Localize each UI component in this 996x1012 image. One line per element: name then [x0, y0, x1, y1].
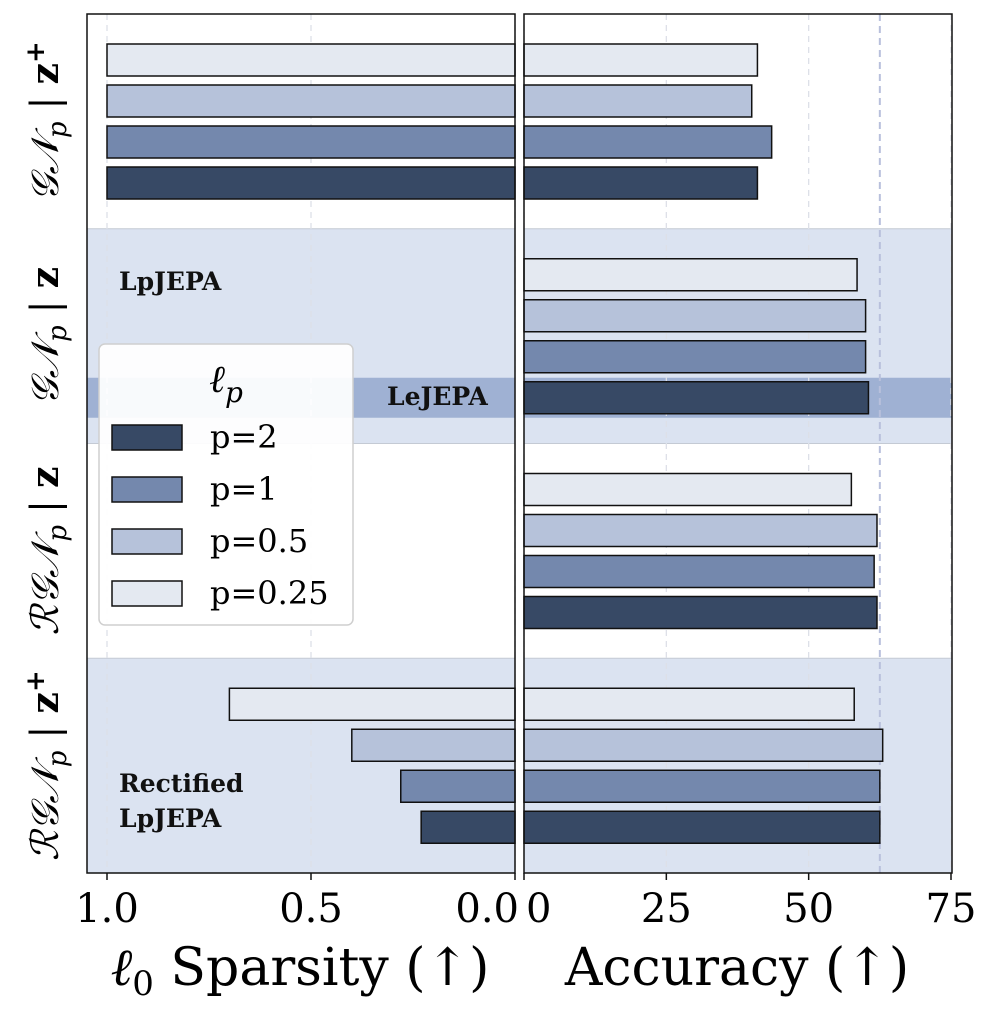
sparsity-bar — [351, 728, 516, 762]
group-label-var: z — [22, 267, 67, 289]
right-panel-frame — [523, 13, 953, 874]
group-label-var: z — [22, 692, 67, 714]
legend-entry-label: p=2 — [210, 418, 278, 456]
left-tick-label: 0.5 — [279, 886, 343, 932]
group-label-var: z — [22, 63, 67, 85]
left-tick-label: 1.0 — [75, 886, 139, 932]
group-label-bar: | — [23, 288, 67, 325]
legend-title: ℓp — [209, 357, 243, 409]
accuracy-bar — [523, 299, 867, 333]
legend-swatch — [111, 528, 183, 555]
group-label-bar: | — [23, 714, 67, 751]
accuracy-bar — [523, 769, 881, 803]
group-label-sub: p — [43, 121, 73, 138]
group-label: ℛ𝒢𝒩p | z — [22, 466, 73, 635]
accuracy-bar — [523, 340, 867, 374]
right-tick-label: 75 — [926, 886, 977, 932]
accuracy-bar — [523, 554, 875, 589]
right-tick-label: 50 — [783, 886, 834, 932]
sparsity-bar — [106, 166, 516, 200]
right-tick-label: 0 — [526, 886, 551, 932]
sparsity-bar — [228, 687, 516, 721]
group-label-main: ℛ𝒢𝒩 — [23, 756, 67, 861]
legend-entry-label: p=1 — [210, 470, 278, 508]
sparsity-bar — [106, 125, 516, 159]
right-axis-title: Accuracy (↑) — [564, 938, 909, 998]
annotation-lpjepa: LpJEPA — [119, 267, 222, 296]
accuracy-bar — [523, 43, 759, 77]
right-tick-label: 25 — [641, 886, 692, 932]
accuracy-bar — [523, 687, 855, 721]
left-axis-title: ℓ0 Sparsity (↑) — [111, 938, 490, 1004]
accuracy-bar — [523, 728, 884, 762]
legend-swatch — [111, 424, 183, 451]
annotation-rectified: Rectified — [119, 769, 244, 798]
group-label-sub: p — [43, 525, 73, 542]
left-panel-frame — [86, 13, 516, 874]
group-label: 𝒢𝒩p | z+ — [21, 41, 73, 201]
group-label-bar: | — [23, 488, 67, 525]
legend-title-ell: ℓ — [209, 357, 225, 401]
legend-title-sub: p — [225, 376, 243, 409]
annotation-lejepa: LeJEPA — [387, 382, 488, 411]
legend-entry-label: p=0.25 — [210, 574, 329, 612]
sparsity-bar — [400, 769, 516, 803]
sparsity-bar — [106, 84, 516, 118]
group-label-var: z — [22, 466, 67, 488]
group-label-sup: + — [21, 41, 51, 63]
group-label: ℛ𝒢𝒩p | z+ — [21, 670, 73, 861]
axis-title-rest: Sparsity (↑) — [154, 938, 490, 998]
accuracy-bar — [523, 472, 853, 507]
accuracy-bar — [523, 595, 878, 630]
accuracy-bar — [523, 381, 870, 415]
legend-swatch — [111, 476, 183, 503]
group-label-sup: + — [21, 670, 51, 692]
group-label-main: ℛ𝒢𝒩 — [23, 530, 67, 635]
group-label-sub: p — [43, 750, 73, 767]
group-label: 𝒢𝒩p | z — [22, 267, 73, 406]
legend-entry-label: p=0.5 — [210, 522, 308, 560]
accuracy-bar — [523, 166, 759, 200]
accuracy-bar — [523, 513, 878, 548]
group-label-bar: | — [23, 85, 67, 122]
legend-swatch — [111, 580, 183, 607]
sparsity-bar — [420, 810, 516, 844]
accuracy-bar — [523, 810, 881, 844]
axis-title-ell: ℓ — [111, 938, 133, 998]
annotation-rectified-lpjepa: LpJEPA — [119, 804, 222, 833]
accuracy-bar — [523, 125, 773, 159]
group-label-sub: p — [43, 325, 73, 342]
group-label-main: 𝒢𝒩 — [23, 127, 67, 202]
sparsity-bar — [106, 43, 516, 77]
accuracy-bar — [523, 258, 858, 292]
axis-title-sub: 0 — [132, 964, 154, 1004]
group-label-main: 𝒢𝒩 — [23, 330, 67, 405]
left-tick-label: 0.0 — [455, 886, 519, 932]
accuracy-bar — [523, 84, 753, 118]
